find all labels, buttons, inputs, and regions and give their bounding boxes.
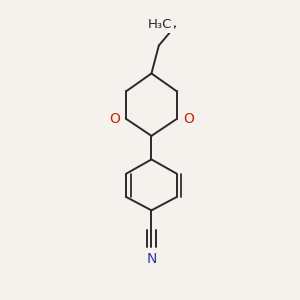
Text: N: N xyxy=(146,252,157,266)
Text: O: O xyxy=(183,112,194,126)
Text: O: O xyxy=(109,112,120,126)
Text: H₃C: H₃C xyxy=(148,18,172,32)
